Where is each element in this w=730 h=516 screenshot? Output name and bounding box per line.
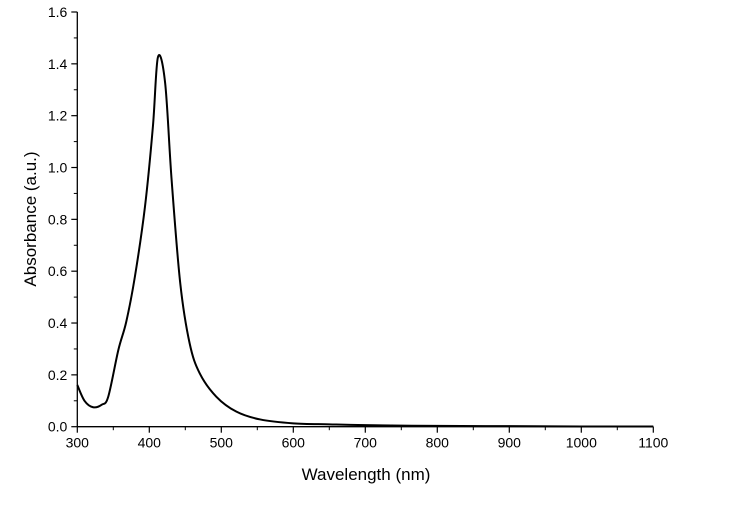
x-tick-label: 800 [426,435,450,451]
y-tick-label: 1.0 [48,160,68,176]
x-tick-label: 300 [66,435,90,451]
y-tick-label: 0.6 [48,263,68,279]
x-tick-label: 1000 [566,435,597,451]
x-tick-label: 900 [498,435,522,451]
y-tick-label: 1.4 [48,56,68,72]
x-tick-label: 400 [138,435,162,451]
y-tick-label: 1.6 [48,4,68,20]
x-tick-label: 700 [354,435,378,451]
y-tick-label: 1.2 [48,108,68,124]
x-axis-label: Wavelength (nm) [302,465,431,484]
y-tick-label: 0.2 [48,367,68,383]
axes: 300 400 500 600 700 800 900 1000 1100 0.0 0.2 0.4 0.… [48,4,669,451]
y-tick-label: 0.0 [48,419,68,435]
y-axis-label: Absorbance (a.u.) [21,151,40,286]
y-tick-label: 0.4 [48,315,68,331]
x-tick-label: 600 [282,435,306,451]
y-tick-label: 0.8 [48,211,68,227]
series-line-absorbance [76,54,654,428]
x-tick-label: 500 [210,435,234,451]
x-tick-label: 1100 [638,435,668,451]
